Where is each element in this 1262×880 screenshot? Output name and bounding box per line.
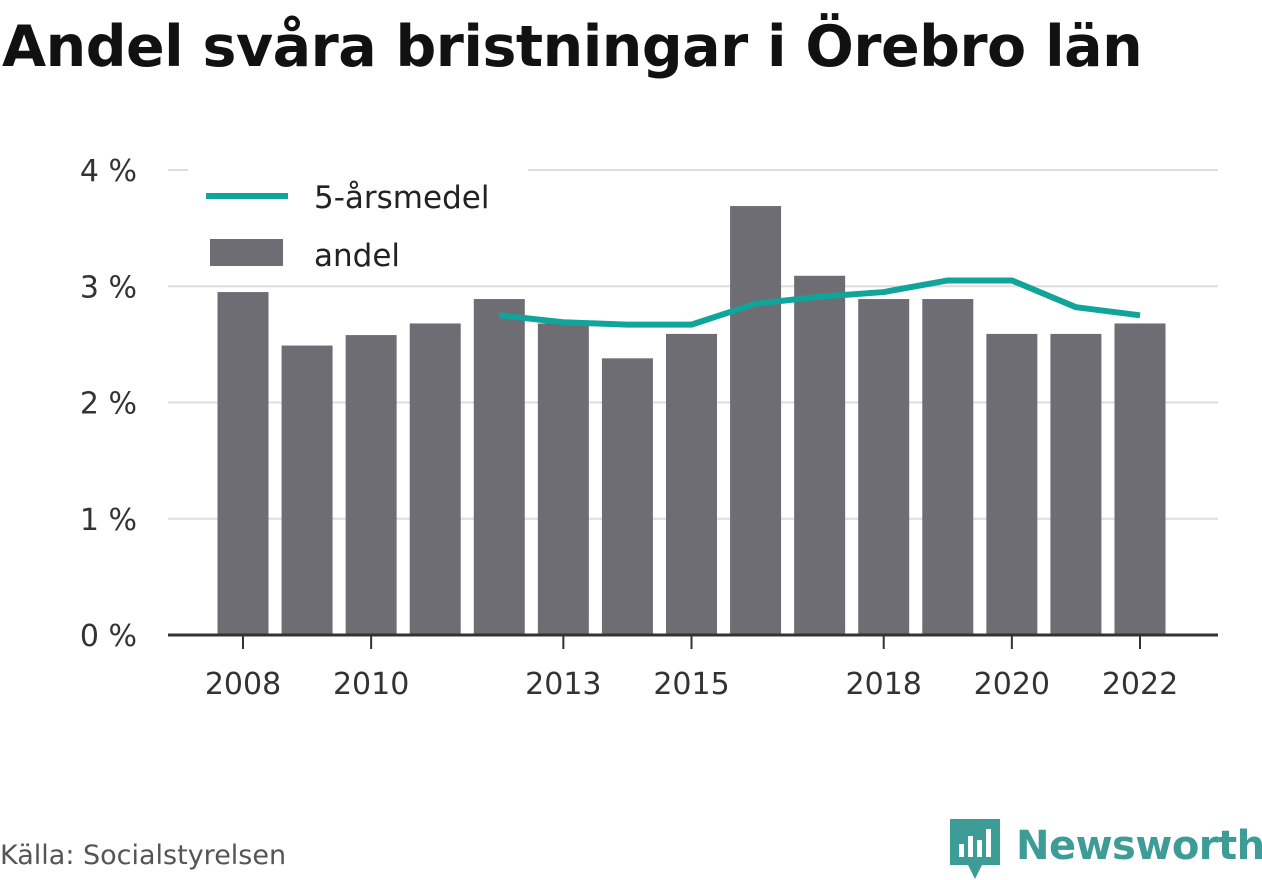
x-tick-label: 2013 <box>525 667 601 702</box>
y-tick-label: 0 % <box>80 619 137 654</box>
x-tick-label: 2020 <box>974 667 1050 702</box>
bar <box>218 292 269 635</box>
bar <box>282 346 333 635</box>
bar <box>538 323 589 635</box>
bar <box>858 299 909 635</box>
x-tick-label: 2022 <box>1102 667 1178 702</box>
bar <box>346 335 397 635</box>
bar <box>474 299 525 635</box>
bar <box>1050 334 1101 635</box>
y-tick-label: 4 % <box>80 154 137 189</box>
y-tick-label: 3 % <box>80 270 137 305</box>
bar <box>794 276 845 635</box>
bar <box>730 206 781 635</box>
newsworthy-logo-icon <box>950 819 1000 879</box>
newsworthy-logo-text: Newsworthy <box>1016 823 1262 869</box>
legend-label-line: 5-årsmedel <box>314 180 489 216</box>
bar <box>602 358 653 635</box>
legend: 5-årsmedel andel <box>188 168 528 280</box>
x-tick-label: 2018 <box>846 667 922 702</box>
bar <box>666 334 717 635</box>
source-note: Källa: Socialstyrelsen <box>0 840 286 871</box>
x-tick-label: 2010 <box>333 667 409 702</box>
legend-label-bar: andel <box>314 238 400 274</box>
bar <box>410 323 461 635</box>
bar <box>986 334 1037 635</box>
bar <box>922 299 973 635</box>
bar <box>1115 323 1166 635</box>
legend-bar-swatch <box>210 239 283 266</box>
newsworthy-logo: Newsworthy <box>950 818 1262 880</box>
x-tick-label: 2008 <box>205 667 281 702</box>
x-tick-label: 2015 <box>653 667 729 702</box>
y-tick-label: 1 % <box>80 503 137 538</box>
y-tick-label: 2 % <box>80 387 137 422</box>
